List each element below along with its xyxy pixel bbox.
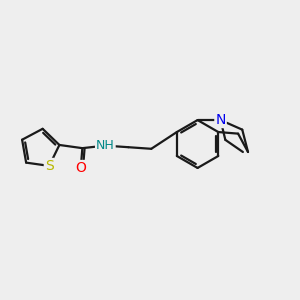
Text: O: O (75, 161, 86, 175)
Text: S: S (45, 159, 54, 173)
Text: N: N (215, 113, 226, 127)
Text: NH: NH (96, 139, 115, 152)
